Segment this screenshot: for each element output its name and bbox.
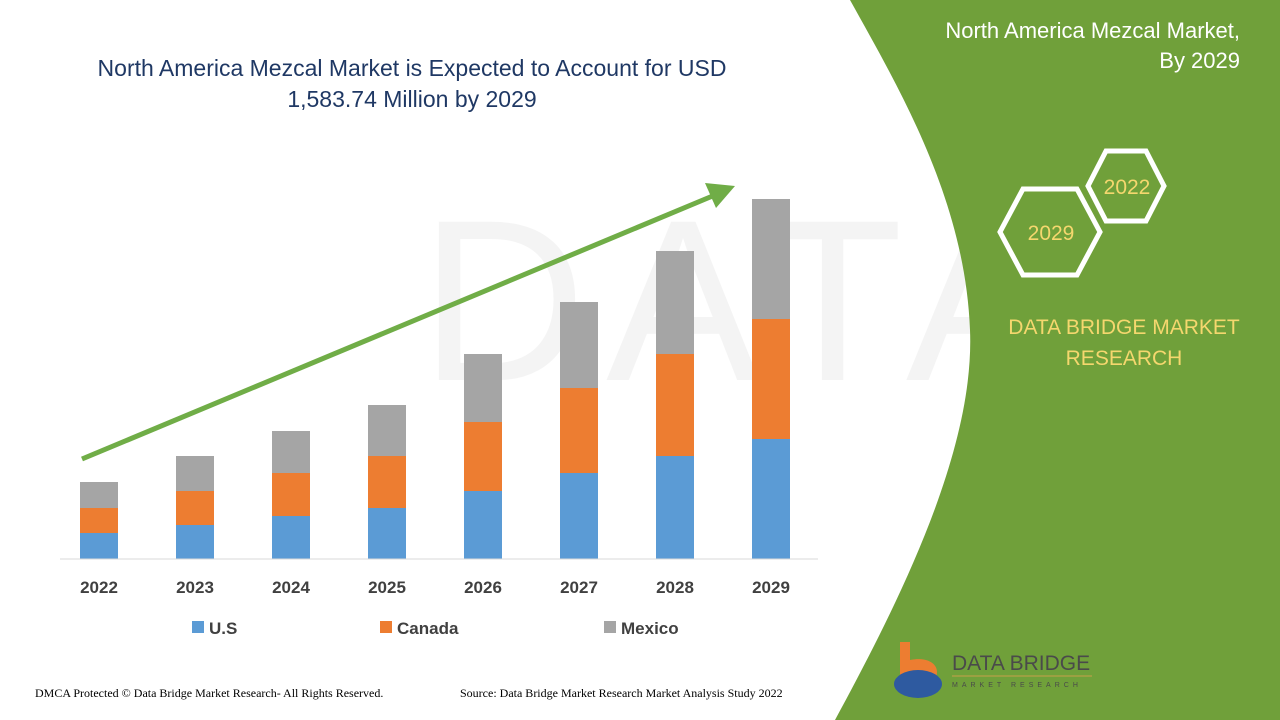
bar-us-2022 <box>80 533 118 559</box>
legend-swatch-canada <box>380 621 392 633</box>
bar-us-2023 <box>176 525 214 559</box>
bars <box>80 199 790 559</box>
data-bridge-logo: DATA BRIDGE MARKET RESEARCH <box>894 642 1092 698</box>
legend-label-canada: Canada <box>397 619 459 638</box>
legend-label-mexico: Mexico <box>621 619 679 638</box>
hexagon-year-2022: 2022 <box>1104 176 1151 199</box>
x-tick-2028: 2028 <box>656 578 694 597</box>
bar-mexico-2025 <box>368 405 406 456</box>
panel-title-line1: North America Mezcal Market, <box>945 18 1240 43</box>
hexagon-2029 <box>997 186 1103 278</box>
bar-canada-2029 <box>752 319 790 439</box>
bar-canada-2024 <box>272 473 310 516</box>
trend-arrow <box>81 183 735 462</box>
legend: U.S Canada Mexico <box>192 619 679 638</box>
bar-mexico-2026 <box>464 354 502 422</box>
bar-us-2029 <box>752 439 790 559</box>
bar-mexico-2028 <box>656 251 694 354</box>
bar-canada-2022 <box>80 508 118 533</box>
x-tick-2025: 2025 <box>368 578 406 597</box>
legend-label-us: U.S <box>209 619 237 638</box>
hexagon-year-2029: 2029 <box>1028 222 1075 245</box>
legend-swatch-us <box>192 621 204 633</box>
brand-line1: DATA BRIDGE MARKET <box>1008 316 1240 339</box>
x-tick-2027: 2027 <box>560 578 598 597</box>
bar-canada-2023 <box>176 491 214 525</box>
bar-mexico-2022 <box>80 482 118 508</box>
panel-title-line2: By 2029 <box>1159 48 1240 73</box>
bar-us-2026 <box>464 491 502 559</box>
chart-title-line2: 1,583.74 Million by 2029 <box>287 86 536 112</box>
x-tick-2024: 2024 <box>272 578 310 597</box>
bar-us-2028 <box>656 456 694 559</box>
x-tick-2022: 2022 <box>80 578 118 597</box>
bar-mexico-2023 <box>176 456 214 491</box>
source-text: Source: Data Bridge Market Research Mark… <box>460 686 783 700</box>
bar-us-2024 <box>272 516 310 559</box>
bar-canada-2027 <box>560 388 598 473</box>
x-tick-2023: 2023 <box>176 578 214 597</box>
brand-line2: RESEARCH <box>1066 347 1183 370</box>
side-panel <box>835 0 1280 720</box>
bar-us-2027 <box>560 473 598 559</box>
x-tick-2029: 2029 <box>752 578 790 597</box>
bar-canada-2025 <box>368 456 406 508</box>
bar-us-2025 <box>368 508 406 559</box>
copyright-text: DMCA Protected © Data Bridge Market Rese… <box>35 686 383 700</box>
legend-swatch-mexico <box>604 621 616 633</box>
bar-mexico-2027 <box>560 302 598 388</box>
bar-canada-2028 <box>656 354 694 456</box>
x-tick-2026: 2026 <box>464 578 502 597</box>
bar-mexico-2024 <box>272 431 310 473</box>
chart-title-line1: North America Mezcal Market is Expected … <box>98 55 727 81</box>
logo-subtext: MARKET RESEARCH <box>952 682 1082 689</box>
hexagon-2022 <box>1085 148 1167 224</box>
bar-mexico-2029 <box>752 199 790 319</box>
bar-canada-2026 <box>464 422 502 491</box>
x-tick-labels: 2022 2023 2024 2025 2026 2027 2028 2029 <box>80 578 790 597</box>
logo-text: DATA BRIDGE <box>952 652 1090 675</box>
